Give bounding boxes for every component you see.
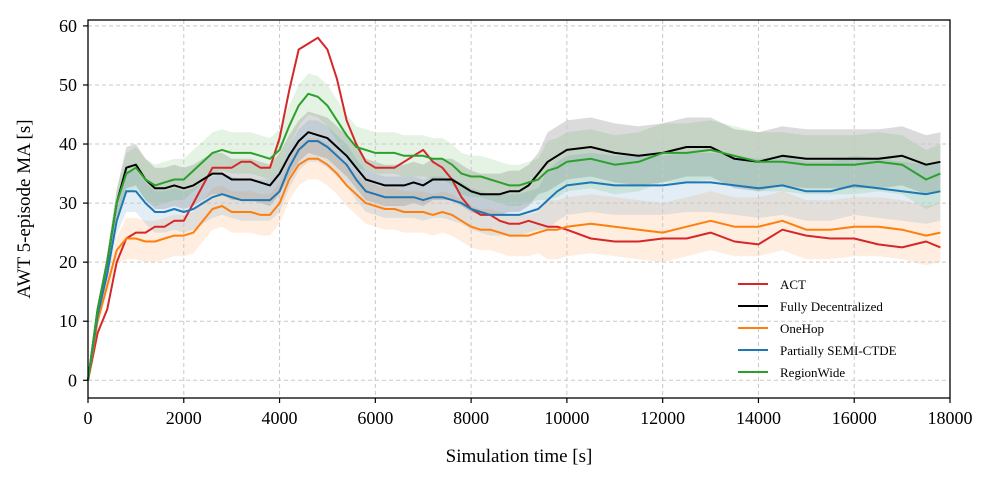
- y-tick-label: 50: [59, 75, 77, 95]
- legend-item: ACT: [738, 277, 806, 292]
- legend-item: OneHop: [738, 321, 824, 336]
- series-line-partially-semi-ctde: [87, 140, 941, 381]
- legend-label: OneHop: [780, 321, 824, 336]
- x-tick-label: 8000: [453, 408, 489, 428]
- band-regionwide: [88, 73, 941, 381]
- legend-label: Fully Decentralized: [780, 299, 883, 314]
- legend-item: RegionWide: [738, 365, 845, 380]
- series-line-onehop: [87, 157, 941, 381]
- y-tick-label: 10: [59, 311, 77, 331]
- x-tick-label: 0: [84, 408, 93, 428]
- x-tick-label: 10000: [544, 408, 589, 428]
- x-tick-label: 2000: [166, 408, 202, 428]
- legend-label: RegionWide: [780, 365, 845, 380]
- legend-label: ACT: [780, 277, 806, 292]
- y-tick-label: 60: [59, 16, 77, 36]
- plot-frame: [87, 19, 951, 399]
- x-tick-label: 6000: [357, 408, 393, 428]
- series-line-act: [87, 36, 941, 381]
- legend-item: Fully Decentralized: [738, 299, 883, 314]
- x-tick-label: 12000: [640, 408, 685, 428]
- series-line-fully-decentralized: [87, 131, 941, 381]
- band-onehop: [88, 138, 941, 381]
- x-tick-label: 18000: [928, 408, 973, 428]
- x-tick-label: 14000: [736, 408, 781, 428]
- y-tick-label: 40: [59, 134, 77, 154]
- series-lines: [87, 36, 941, 381]
- x-axis-label: Simulation time [s]: [446, 446, 593, 467]
- y-tick-label: 0: [68, 370, 77, 390]
- x-axis: 0 2000 4000 6000 8000 10000 12000 14000 16000 180…: [84, 398, 973, 428]
- y-tick-label: 30: [59, 193, 77, 213]
- legend: ACT Fully Decentralized OneHop Partially SE…: [738, 277, 897, 380]
- y-axis-label: AWT 5-episode MA [s]: [14, 119, 35, 298]
- x-tick-label: 16000: [832, 408, 877, 428]
- legend-label: Partially SEMI-CTDE: [780, 343, 897, 358]
- series-line-regionwide: [87, 92, 941, 381]
- y-tick-label: 20: [59, 252, 77, 272]
- x-tick-label: 4000: [262, 408, 298, 428]
- band-fully-decentralized: [88, 111, 941, 381]
- legend-item: Partially SEMI-CTDE: [738, 343, 897, 358]
- y-axis: 0 10 20 30 40 50 60: [59, 16, 88, 390]
